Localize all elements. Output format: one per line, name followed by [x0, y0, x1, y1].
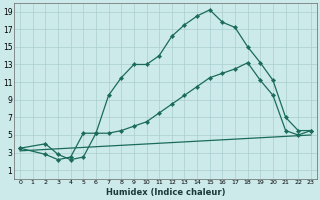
X-axis label: Humidex (Indice chaleur): Humidex (Indice chaleur) [106, 188, 225, 197]
